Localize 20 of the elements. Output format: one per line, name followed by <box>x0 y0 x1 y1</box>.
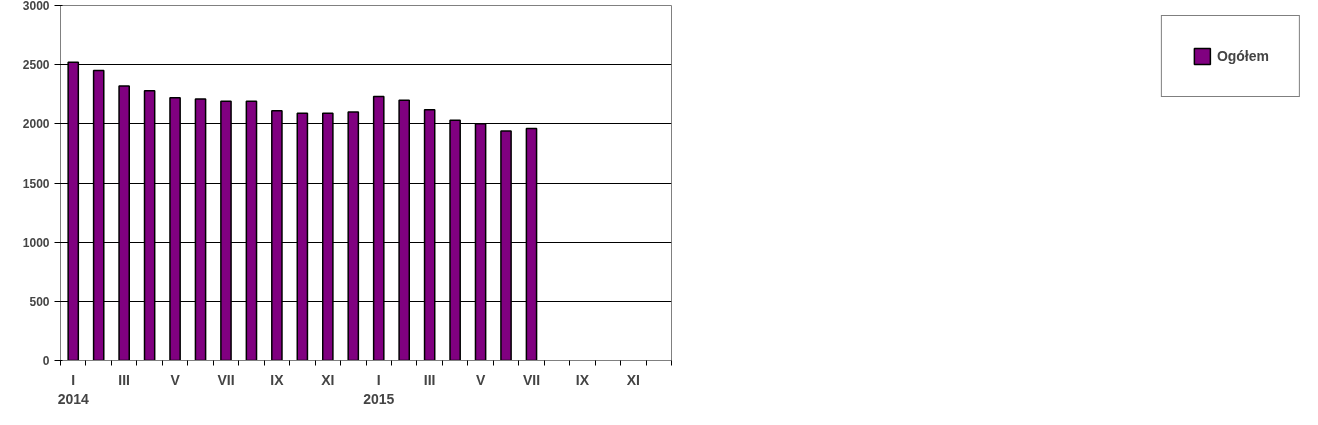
x-tick-label: IX <box>575 371 590 388</box>
y-tick-label: 2500 <box>22 58 50 73</box>
x-tick-label: XI <box>321 371 335 388</box>
x-tick-label: I 2014 <box>57 371 90 407</box>
x-tick-label: III <box>423 371 436 388</box>
x-tick-label: V <box>170 371 181 388</box>
y-tick-label: 500 <box>29 294 50 309</box>
legend-label: Ogółem <box>1216 48 1269 64</box>
x-tick-label: XI <box>626 371 640 388</box>
y-tick-label: 1500 <box>22 176 50 191</box>
x-tick-label: I 2015 <box>363 371 395 407</box>
x-tick-label: III <box>118 371 130 388</box>
y-tick-label: 3000 <box>22 0 50 13</box>
x-tick-label: VII <box>522 371 541 388</box>
y-tick-label: 0 <box>42 354 50 368</box>
y-tick-label: 1000 <box>22 235 50 250</box>
y-tick-label: 2000 <box>22 117 50 132</box>
x-tick-label: IX <box>270 371 285 388</box>
x-tick-label: V <box>475 371 486 388</box>
x-tick-label: VII <box>217 371 235 388</box>
